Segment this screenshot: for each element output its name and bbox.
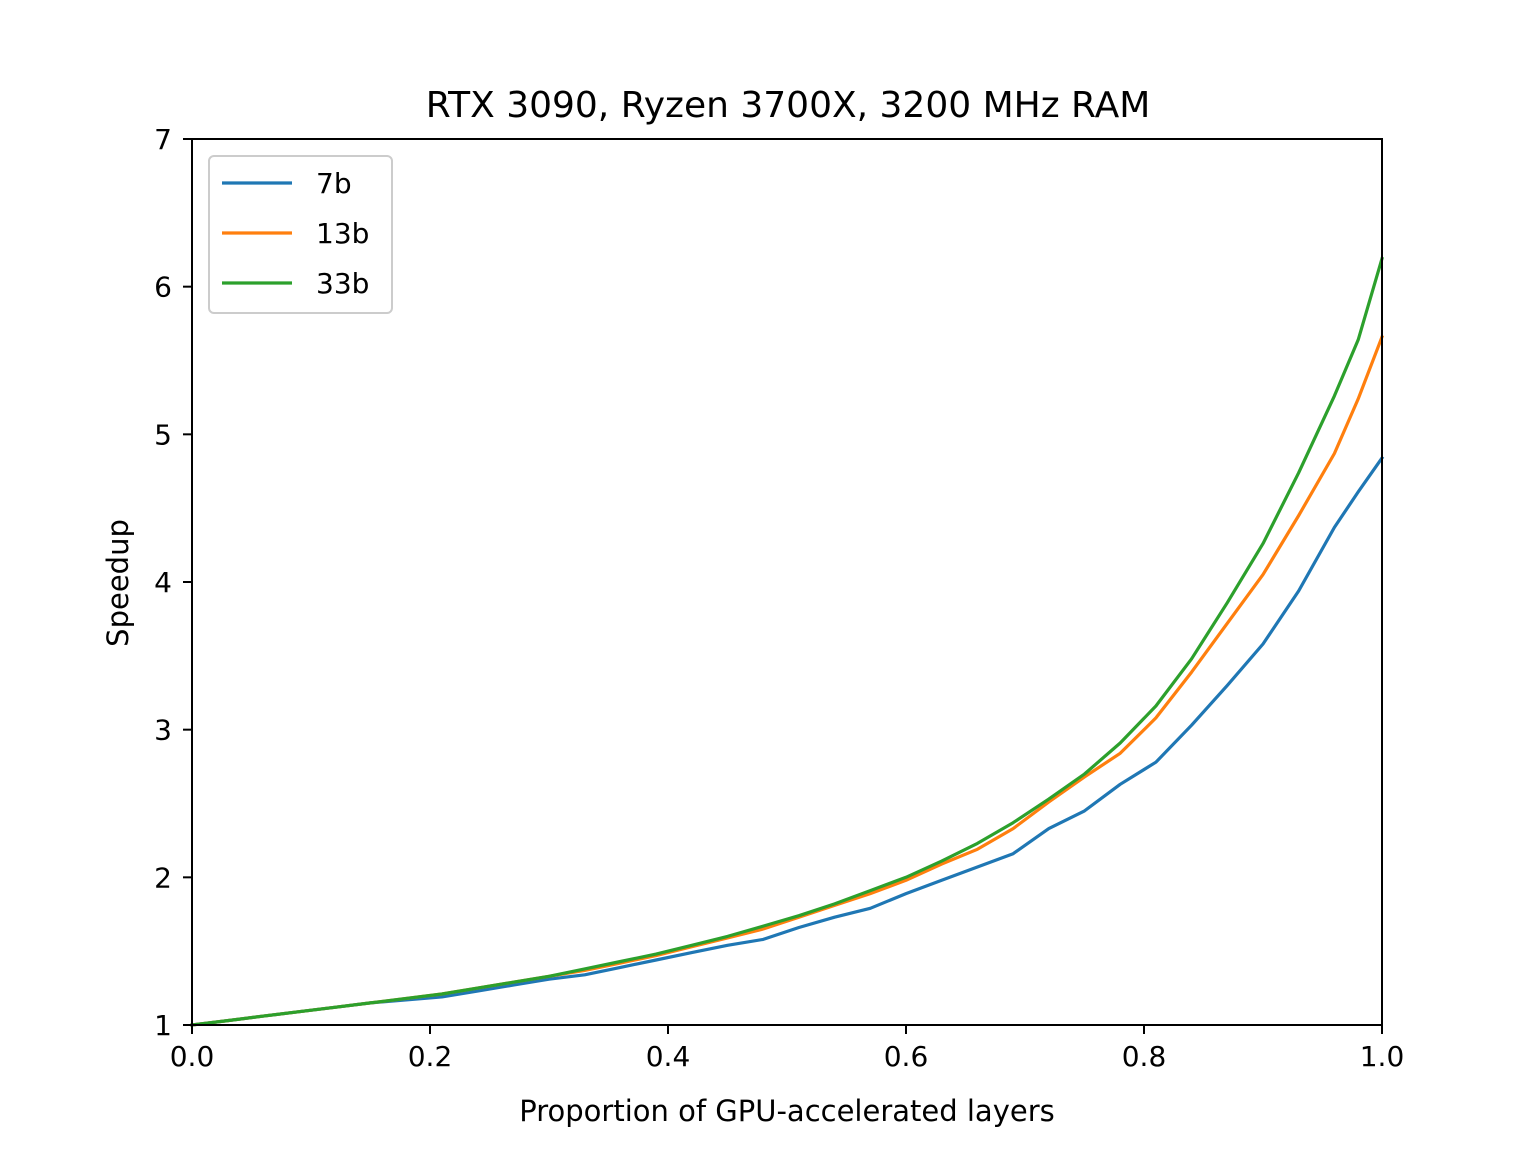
x-tick-label: 0.8 xyxy=(1122,1040,1167,1073)
y-tick-label: 3 xyxy=(154,714,172,747)
y-tick-label: 6 xyxy=(154,271,172,304)
series-line-13b xyxy=(190,334,1385,1027)
legend-box xyxy=(208,155,393,314)
series-line-33b xyxy=(190,256,1384,1027)
y-tick-label: 4 xyxy=(154,566,172,599)
x-axis-ticks: 0.0 0.2 0.4 0.6 0.8 1.0 xyxy=(170,1025,1405,1073)
x-tick-label: 0.0 xyxy=(170,1040,215,1073)
chart-title: RTX 3090, Ryzen 3700X, 3200 MHz RAM xyxy=(426,85,1151,126)
legend-label-13b: 13b xyxy=(316,217,369,250)
y-tick-label: 7 xyxy=(154,123,172,156)
plot-area xyxy=(190,256,1385,1027)
legend-label-33b: 33b xyxy=(316,267,369,300)
series-line-7b xyxy=(190,455,1385,1027)
x-tick-label: 0.6 xyxy=(884,1040,929,1073)
x-tick-label: 0.2 xyxy=(408,1040,453,1073)
x-tick-label: 0.4 xyxy=(646,1040,691,1073)
y-axis-label: Speedup xyxy=(101,519,135,647)
x-axis-label: Proportion of GPU-accelerated layers xyxy=(519,1094,1054,1128)
y-tick-label: 2 xyxy=(154,861,172,894)
y-tick-label: 1 xyxy=(154,1009,172,1042)
y-axis-ticks: 1 2 3 4 5 6 7 xyxy=(154,123,192,1042)
x-tick-label: 1.0 xyxy=(1360,1040,1405,1073)
legend-label-7b: 7b xyxy=(316,167,352,200)
legend: 7b 13b 33b xyxy=(208,155,393,314)
y-tick-label: 5 xyxy=(154,418,172,451)
